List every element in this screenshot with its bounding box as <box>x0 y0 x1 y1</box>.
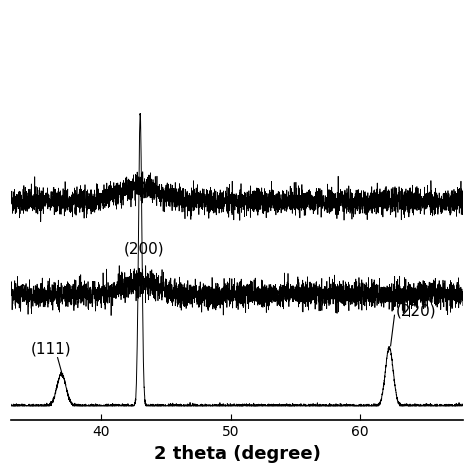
X-axis label: 2 theta (degree): 2 theta (degree) <box>154 445 320 463</box>
Text: (200): (200) <box>124 242 164 257</box>
Text: (220): (220) <box>396 303 437 318</box>
Text: (111): (111) <box>31 341 72 356</box>
